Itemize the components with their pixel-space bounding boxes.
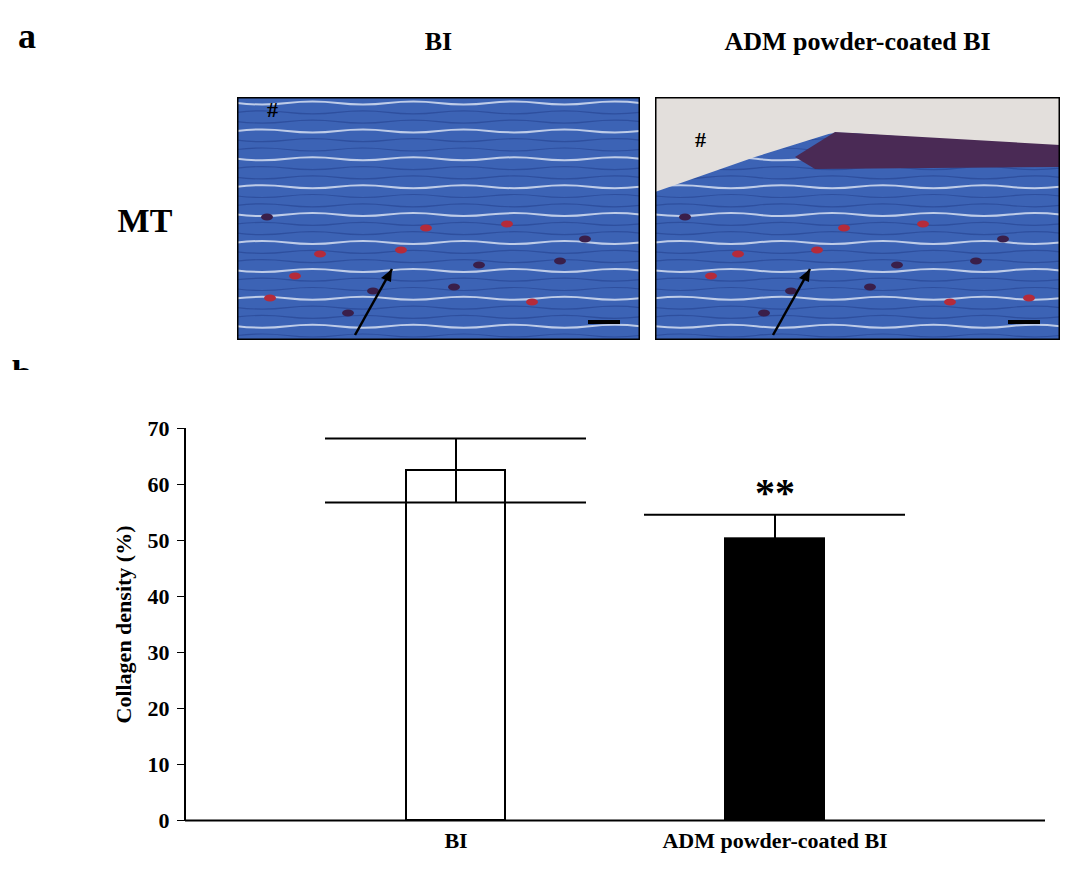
- svg-text:BI: BI: [425, 27, 452, 56]
- svg-text:ADM powder-coated BI: ADM powder-coated BI: [724, 27, 990, 56]
- svg-text:70: 70: [148, 416, 170, 441]
- svg-text:#: #: [695, 127, 706, 152]
- svg-text:MT: MT: [118, 202, 173, 239]
- svg-text:60: 60: [148, 472, 170, 497]
- svg-text:ADM powder-coated BI: ADM powder-coated BI: [662, 828, 887, 853]
- svg-text:0: 0: [159, 808, 170, 833]
- svg-text:a: a: [18, 16, 36, 56]
- svg-text:BI: BI: [444, 828, 467, 853]
- svg-text:30: 30: [148, 640, 170, 665]
- svg-text:#: #: [267, 97, 278, 122]
- svg-text:Collagen density (%): Collagen density (%): [111, 526, 136, 724]
- svg-text:**: **: [755, 470, 795, 515]
- svg-text:20: 20: [148, 696, 170, 721]
- html-text:b: b: [12, 353, 32, 393]
- svg-text:50: 50: [148, 528, 170, 553]
- svg-text:10: 10: [148, 752, 170, 777]
- svg-text:40: 40: [148, 584, 170, 609]
